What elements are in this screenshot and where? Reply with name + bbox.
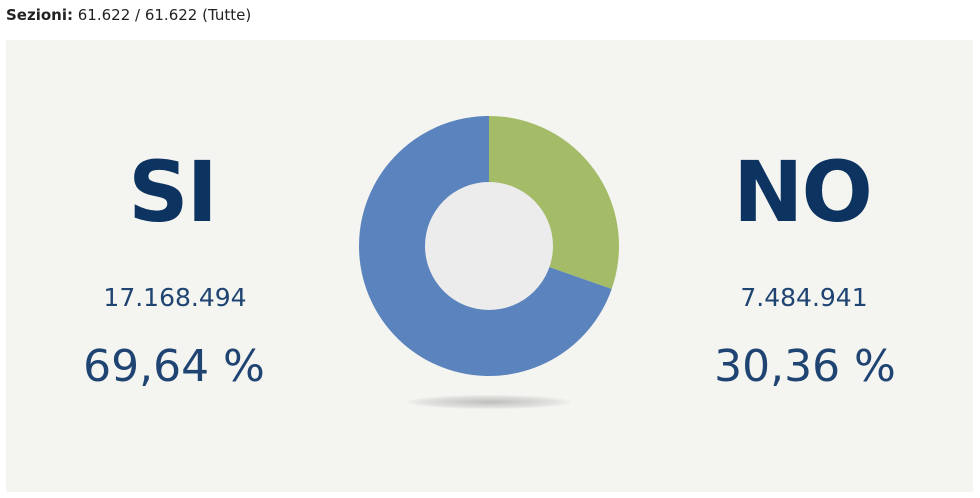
yes-votes: 17.168.494 [103,283,247,312]
donut-chart [359,116,619,376]
yes-percent: 69,64 % [83,341,265,392]
sections-summary: Sezioni: 61.622 / 61.622 (Tutte) [6,6,251,24]
no-votes: 7.484.941 [740,283,868,312]
no-label: NO [733,143,873,241]
sections-label: Sezioni: [6,6,73,24]
yes-label: SI [128,143,218,241]
chart-shadow [407,395,571,409]
sections-value: 61.622 / 61.622 (Tutte) [77,6,252,24]
no-percent: 30,36 % [714,341,896,392]
donut-hole [425,182,553,310]
